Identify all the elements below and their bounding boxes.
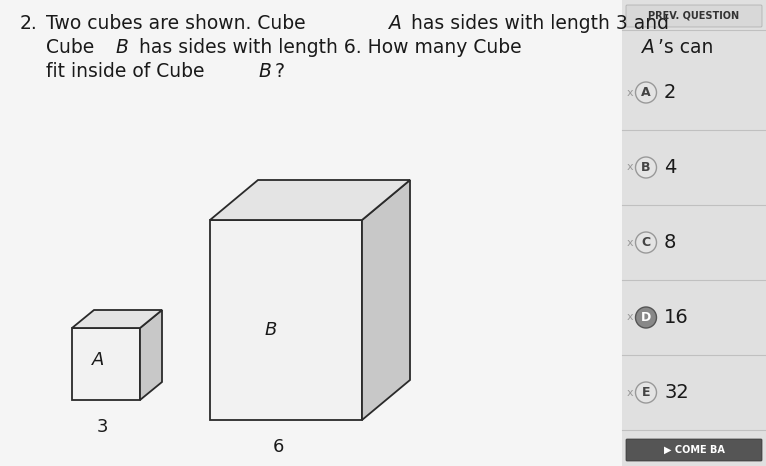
Text: Cube: Cube (46, 38, 100, 57)
FancyBboxPatch shape (626, 5, 762, 27)
Circle shape (636, 382, 656, 403)
Text: PREV. QUESTION: PREV. QUESTION (649, 11, 739, 21)
Circle shape (636, 157, 656, 178)
Text: 16: 16 (664, 308, 689, 327)
Polygon shape (72, 328, 140, 400)
Text: D: D (641, 311, 651, 324)
FancyBboxPatch shape (622, 0, 766, 466)
Circle shape (636, 82, 656, 103)
Text: ?: ? (275, 62, 285, 81)
Text: Two cubes are shown. Cube: Two cubes are shown. Cube (46, 14, 312, 33)
Text: x: x (627, 163, 633, 172)
Text: B: B (264, 321, 277, 339)
Circle shape (636, 232, 656, 253)
Text: 2.: 2. (20, 14, 38, 33)
Text: x: x (627, 313, 633, 322)
Text: B: B (258, 62, 271, 81)
Polygon shape (210, 180, 410, 220)
Circle shape (636, 307, 656, 328)
Text: x: x (627, 88, 633, 97)
Text: 6: 6 (273, 438, 284, 456)
Polygon shape (362, 180, 410, 420)
FancyBboxPatch shape (0, 0, 622, 466)
Text: 2: 2 (664, 83, 676, 102)
Text: x: x (627, 388, 633, 397)
Text: ’s can: ’s can (659, 38, 714, 57)
Polygon shape (210, 220, 362, 420)
Text: A: A (642, 38, 655, 57)
Text: 3: 3 (97, 418, 108, 436)
Text: A: A (388, 14, 401, 33)
Text: A: A (92, 351, 104, 370)
Text: fit inside of Cube: fit inside of Cube (46, 62, 211, 81)
Text: A: A (641, 86, 651, 99)
Polygon shape (140, 310, 162, 400)
Text: ▶ COME BA: ▶ COME BA (663, 445, 725, 455)
Text: 4: 4 (664, 158, 676, 177)
Text: E: E (642, 386, 650, 399)
Text: has sides with length 3 and: has sides with length 3 and (405, 14, 669, 33)
Text: x: x (627, 238, 633, 247)
Polygon shape (72, 310, 162, 328)
Text: C: C (641, 236, 650, 249)
Text: 32: 32 (664, 383, 689, 402)
Text: B: B (641, 161, 651, 174)
FancyBboxPatch shape (626, 439, 762, 461)
Text: 8: 8 (664, 233, 676, 252)
Text: has sides with length 6. How many Cube: has sides with length 6. How many Cube (133, 38, 527, 57)
Text: B: B (116, 38, 129, 57)
